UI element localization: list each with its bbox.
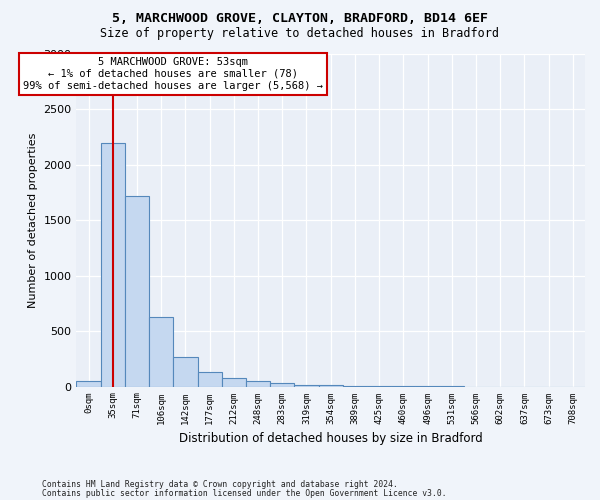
Bar: [246, 381, 270, 386]
Bar: [76, 381, 101, 386]
Bar: [173, 356, 197, 386]
Bar: [125, 196, 149, 386]
Bar: [295, 385, 319, 386]
Bar: [222, 378, 246, 386]
X-axis label: Distribution of detached houses by size in Bradford: Distribution of detached houses by size …: [179, 432, 482, 445]
Text: Size of property relative to detached houses in Bradford: Size of property relative to detached ho…: [101, 28, 499, 40]
Text: Contains public sector information licensed under the Open Government Licence v3: Contains public sector information licen…: [42, 490, 446, 498]
Text: 5, MARCHWOOD GROVE, CLAYTON, BRADFORD, BD14 6EF: 5, MARCHWOOD GROVE, CLAYTON, BRADFORD, B…: [112, 12, 488, 26]
Bar: [197, 372, 222, 386]
Bar: [149, 316, 173, 386]
Y-axis label: Number of detached properties: Number of detached properties: [28, 132, 38, 308]
Text: Contains HM Land Registry data © Crown copyright and database right 2024.: Contains HM Land Registry data © Crown c…: [42, 480, 398, 489]
Bar: [270, 383, 295, 386]
Text: 5 MARCHWOOD GROVE: 53sqm
← 1% of detached houses are smaller (78)
99% of semi-de: 5 MARCHWOOD GROVE: 53sqm ← 1% of detache…: [23, 58, 323, 90]
Bar: [101, 142, 125, 386]
